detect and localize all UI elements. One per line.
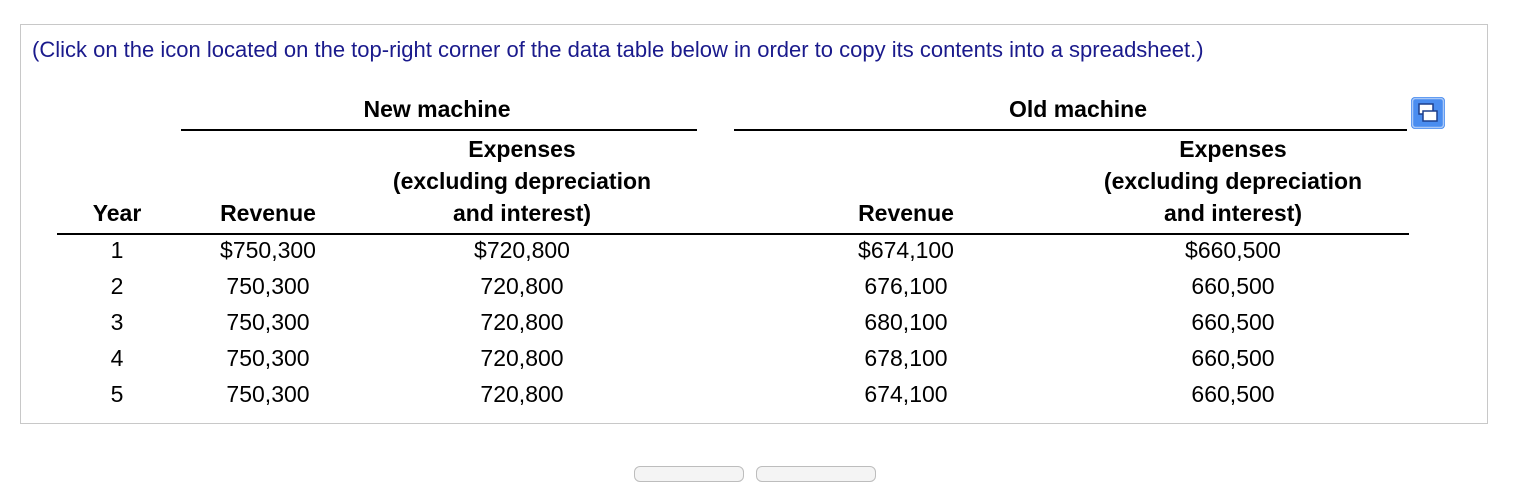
copy-icon-glyph [1411,97,1445,129]
table-cell-old-expenses: $660,500 [1185,237,1281,263]
table-cell-old-expenses: 660,500 [1191,345,1275,371]
table-cell-old-revenue: $674,100 [858,237,954,263]
header-old-expenses-line3: and interest) [1163,200,1303,226]
table-cell-old-expenses: 660,500 [1191,273,1275,299]
table-cell-old-expenses: 660,500 [1191,381,1275,407]
table-cell-new-revenue: $750,300 [220,237,316,263]
table-cell-old-expenses: 660,500 [1191,309,1275,335]
header-new-expenses-line3: and interest) [452,200,592,226]
table-cell-old-revenue: 674,100 [864,381,948,407]
table-cell-old-revenue: 676,100 [864,273,948,299]
table-cell-year: 2 [110,273,124,299]
instruction-text: (Click on the icon located on the top-ri… [32,37,1204,62]
table-cell-year: 4 [110,345,124,371]
bottom-button-1[interactable] [634,466,744,482]
table-cell-old-revenue: 680,100 [864,309,948,335]
header-new-expenses: Expenses (excluding depreciation and int… [393,133,651,229]
table-cell-old-revenue: 678,100 [864,345,948,371]
group-underline-old [734,129,1407,131]
header-new-expenses-line1: Expenses [468,136,576,162]
data-table-panel [20,24,1488,424]
table-cell-new-expenses: 720,800 [480,381,564,407]
table-cell-new-expenses: $720,800 [474,237,570,263]
table-cell-new-revenue: 750,300 [226,273,310,299]
group-header-new-machine: New machine [363,96,511,122]
bottom-button-2[interactable] [756,466,876,482]
copy-to-spreadsheet-icon[interactable] [1411,97,1445,129]
header-old-revenue: Revenue [858,200,954,226]
header-new-expenses-line2: (excluding depreciation [392,168,652,194]
table-cell-new-expenses: 720,800 [480,345,564,371]
table-cell-year: 1 [110,237,124,263]
table-cell-year: 3 [110,309,124,335]
header-year: Year [92,200,142,226]
table-cell-new-revenue: 750,300 [226,381,310,407]
group-underline-new [181,129,697,131]
table-cell-new-expenses: 720,800 [480,309,564,335]
header-old-expenses-line1: Expenses [1179,136,1287,162]
table-cell-new-revenue: 750,300 [226,309,310,335]
group-header-old-machine: Old machine [1008,96,1148,122]
header-rule [57,233,1409,235]
table-cell-year: 5 [110,381,124,407]
header-old-expenses: Expenses (excluding depreciation and int… [1104,133,1362,229]
header-old-expenses-line2: (excluding depreciation [1103,168,1363,194]
header-new-revenue: Revenue [220,200,316,226]
table-cell-new-expenses: 720,800 [480,273,564,299]
table-cell-new-revenue: 750,300 [226,345,310,371]
